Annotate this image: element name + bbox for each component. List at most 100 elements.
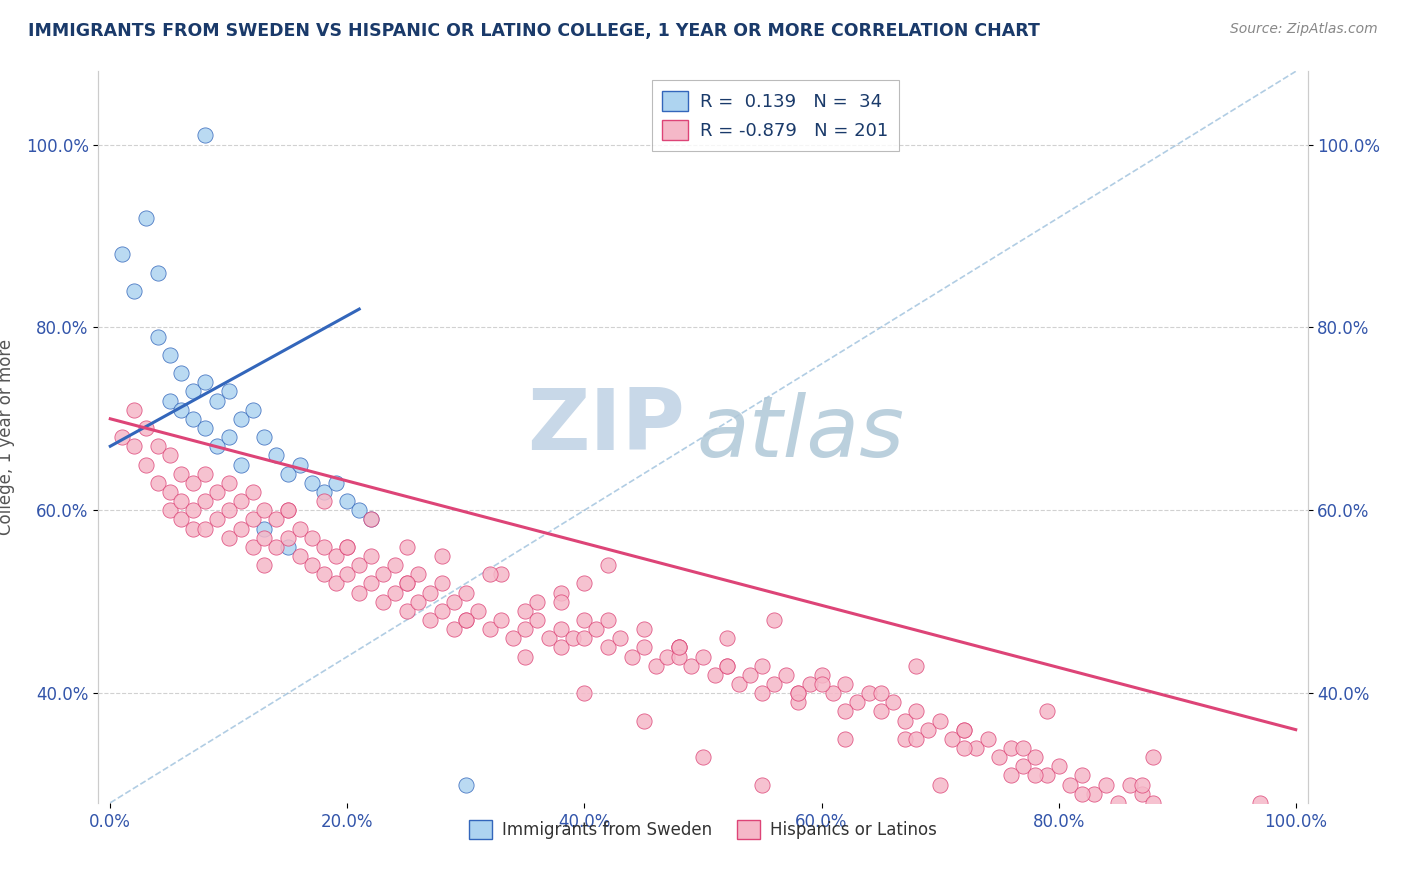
Point [550, 594, 572, 608]
Point [146, 439, 169, 453]
Point [893, 731, 915, 746]
Point [668, 640, 690, 655]
Point [432, 549, 454, 563]
Point [1047, 759, 1070, 773]
Point [598, 558, 620, 573]
Point [146, 329, 169, 343]
Point [1036, 705, 1059, 719]
Point [325, 549, 347, 563]
Point [312, 485, 335, 500]
Point [823, 686, 845, 700]
Point [692, 750, 714, 764]
Point [633, 714, 655, 728]
Point [1024, 750, 1046, 764]
Point [1154, 814, 1177, 828]
Point [218, 430, 240, 444]
Point [751, 778, 773, 792]
Point [205, 512, 228, 526]
Point [1000, 740, 1022, 755]
Point [122, 402, 145, 417]
Point [194, 376, 217, 390]
Point [170, 512, 193, 526]
Point [194, 421, 217, 435]
Point [432, 576, 454, 591]
Point [740, 667, 762, 681]
Point [135, 458, 157, 472]
Point [1071, 787, 1094, 801]
Point [242, 540, 264, 554]
Legend: Immigrants from Sweden, Hispanics or Latinos: Immigrants from Sweden, Hispanics or Lat… [463, 814, 943, 846]
Point [526, 613, 548, 627]
Text: IMMIGRANTS FROM SWEDEN VS HISPANIC OR LATINO COLLEGE, 1 YEAR OR MORE CORRELATION: IMMIGRANTS FROM SWEDEN VS HISPANIC OR LA… [28, 22, 1040, 40]
Point [111, 430, 134, 444]
Point [869, 832, 891, 847]
Point [288, 521, 311, 535]
Point [1166, 805, 1188, 819]
Point [467, 604, 489, 618]
Point [585, 622, 607, 636]
Point [218, 503, 240, 517]
Point [515, 622, 537, 636]
Point [763, 613, 786, 627]
Point [1142, 805, 1164, 819]
Point [312, 494, 335, 508]
Point [644, 658, 666, 673]
Point [1166, 878, 1188, 892]
Point [526, 594, 548, 608]
Y-axis label: College, 1 year or more: College, 1 year or more [0, 339, 14, 535]
Point [929, 860, 952, 874]
Point [574, 632, 596, 646]
Point [325, 475, 347, 490]
Point [810, 805, 832, 819]
Point [751, 658, 773, 673]
Point [264, 540, 287, 554]
Point [491, 567, 513, 582]
Point [491, 613, 513, 627]
Point [159, 348, 181, 362]
Point [775, 667, 797, 681]
Point [502, 632, 524, 646]
Point [1237, 832, 1260, 847]
Point [408, 567, 430, 582]
Point [1189, 814, 1212, 828]
Point [371, 594, 394, 608]
Point [1249, 851, 1271, 865]
Point [395, 540, 418, 554]
Point [1095, 778, 1118, 792]
Point [988, 887, 1011, 892]
Point [264, 512, 287, 526]
Point [1178, 823, 1201, 838]
Point [1024, 814, 1046, 828]
Point [952, 723, 974, 737]
Point [574, 576, 596, 591]
Point [360, 512, 382, 526]
Point [561, 632, 583, 646]
Point [976, 731, 998, 746]
Point [336, 494, 359, 508]
Point [657, 649, 679, 664]
Point [419, 585, 441, 599]
Point [170, 494, 193, 508]
Point [609, 632, 631, 646]
Point [786, 695, 808, 709]
Point [786, 686, 808, 700]
Point [135, 211, 157, 225]
Point [170, 366, 193, 380]
Point [515, 604, 537, 618]
Point [253, 531, 276, 545]
Point [810, 677, 832, 691]
Point [633, 622, 655, 636]
Point [1059, 778, 1081, 792]
Point [1225, 841, 1247, 855]
Point [454, 613, 477, 627]
Point [253, 430, 276, 444]
Point [515, 649, 537, 664]
Point [122, 439, 145, 453]
Point [277, 503, 299, 517]
Point [205, 485, 228, 500]
Point [181, 412, 204, 426]
Point [550, 622, 572, 636]
Point [1261, 841, 1284, 855]
Point [763, 677, 786, 691]
Point [159, 393, 181, 408]
